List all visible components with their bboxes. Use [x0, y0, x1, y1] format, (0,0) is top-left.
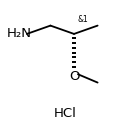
Text: H₂N: H₂N [7, 27, 32, 40]
Text: O: O [69, 70, 79, 83]
Text: HCl: HCl [54, 107, 77, 120]
Text: &1: &1 [78, 15, 89, 24]
